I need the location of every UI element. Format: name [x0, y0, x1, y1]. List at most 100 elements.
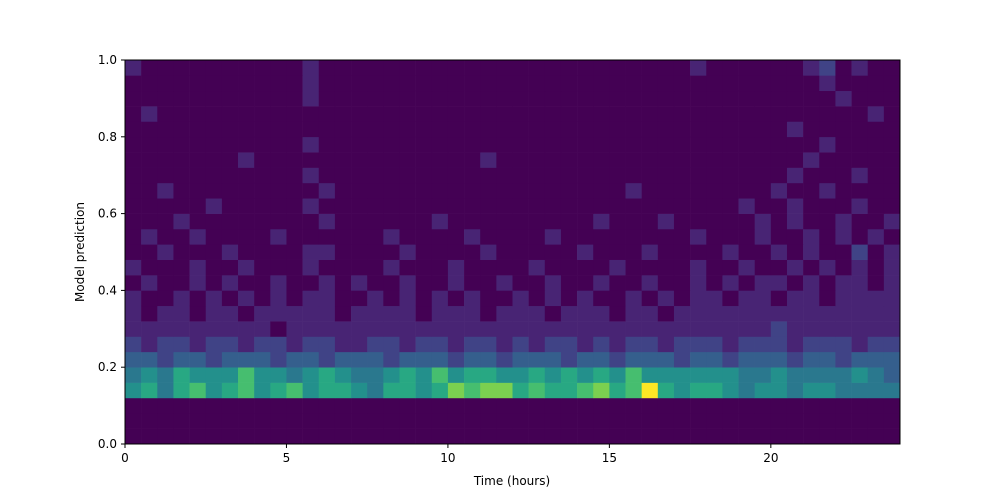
heatmap-cell [657, 244, 675, 260]
heatmap-cell [415, 167, 433, 184]
heatmap-cell [496, 106, 513, 122]
heatmap-cell [641, 275, 659, 291]
heatmap-cell [415, 152, 433, 168]
heatmap-cell [867, 382, 885, 399]
heatmap-cell [560, 351, 578, 368]
heatmap-cell [238, 244, 255, 260]
heatmap-cell [205, 367, 223, 383]
heatmap-cell [512, 198, 529, 214]
heatmap-cell [302, 228, 320, 245]
heatmap-cell [786, 351, 804, 368]
heatmap-cell [883, 228, 901, 245]
heatmap-cell [238, 60, 255, 76]
heatmap-cell [334, 413, 352, 429]
heatmap-cell [221, 60, 239, 76]
heatmap-cell [673, 228, 691, 245]
heatmap-cell [270, 60, 287, 76]
heatmap-cell [512, 397, 529, 414]
heatmap-cell [367, 367, 384, 383]
heatmap-cell [883, 182, 901, 199]
heatmap-cell [431, 275, 449, 291]
heatmap-cell [157, 244, 174, 260]
heatmap-cell [383, 213, 400, 230]
heatmap-cell [851, 121, 869, 138]
heatmap-cell [431, 290, 449, 307]
heatmap-cell [302, 259, 320, 276]
heatmap-cell [835, 182, 852, 199]
heatmap-cell [819, 198, 836, 214]
heatmap-cell [690, 367, 707, 383]
heatmap-cell [254, 167, 271, 184]
heatmap-cell [528, 182, 546, 199]
heatmap-cell [883, 382, 901, 399]
heatmap-cell [286, 351, 303, 368]
heatmap-cell [657, 167, 675, 184]
heatmap-cell [544, 244, 562, 260]
heatmap-cell [415, 397, 433, 414]
heatmap-cell [786, 397, 804, 414]
heatmap-cell [528, 106, 546, 122]
heatmap-cell [447, 305, 465, 322]
heatmap-cell [690, 305, 707, 322]
heatmap-cell [609, 367, 626, 383]
heatmap-cell [351, 136, 368, 153]
heatmap-cell [238, 413, 255, 429]
heatmap-cell [706, 121, 723, 138]
heatmap-cell [173, 321, 190, 337]
heatmap-cell [770, 182, 788, 199]
heatmap-cell [577, 60, 594, 76]
heatmap-cell [496, 351, 513, 368]
heatmap-cell [221, 167, 239, 184]
heatmap-cell [722, 90, 739, 107]
heatmap-cell [480, 213, 497, 230]
heatmap-cell [770, 259, 788, 276]
heatmap-cell [318, 106, 336, 122]
heatmap-cell [383, 428, 400, 445]
heatmap-cell [722, 167, 739, 184]
heatmap-cell [641, 305, 659, 322]
heatmap-cell [722, 382, 739, 399]
y-tick-label: 0.0 [98, 437, 117, 451]
heatmap-cell [286, 397, 303, 414]
heatmap-cell [238, 167, 255, 184]
heatmap-cell [803, 198, 820, 214]
heatmap-cell [625, 75, 642, 92]
heatmap-cell [125, 382, 142, 399]
heatmap-cell [496, 305, 513, 322]
heatmap-cell [544, 305, 562, 322]
heatmap-cell [657, 259, 675, 276]
heatmap-cell [851, 213, 869, 230]
heatmap-cell [383, 305, 400, 322]
heatmap-cell [690, 136, 707, 153]
heatmap-cell [673, 121, 691, 138]
heatmap-cell [770, 290, 788, 307]
heatmap-cell [221, 367, 239, 383]
heatmap-cell [399, 275, 416, 291]
heatmap-cell [609, 182, 626, 199]
heatmap-cell [141, 367, 158, 383]
heatmap-cell [625, 336, 642, 353]
heatmap-cell [286, 106, 303, 122]
heatmap-cell [447, 182, 465, 199]
heatmap-cell [754, 244, 772, 260]
heatmap-cell [399, 367, 416, 383]
heatmap-cell [157, 382, 174, 399]
heatmap-cell [560, 136, 578, 153]
heatmap-cell [431, 213, 449, 230]
heatmap-cell [641, 321, 659, 337]
heatmap-cell [657, 397, 675, 414]
heatmap-cell [883, 244, 901, 260]
heatmap-cell [189, 290, 207, 307]
heatmap-cell [577, 321, 594, 337]
heatmap-cell [593, 182, 610, 199]
heatmap-cell [415, 182, 433, 199]
heatmap-cell [803, 60, 820, 76]
heatmap-cell [351, 259, 368, 276]
heatmap-cell [399, 167, 416, 184]
heatmap-cell [221, 136, 239, 153]
heatmap-cell [867, 75, 885, 92]
heatmap-cell [254, 182, 271, 199]
heatmap-cell [254, 259, 271, 276]
heatmap-cell [318, 60, 336, 76]
heatmap-cell [577, 397, 594, 414]
